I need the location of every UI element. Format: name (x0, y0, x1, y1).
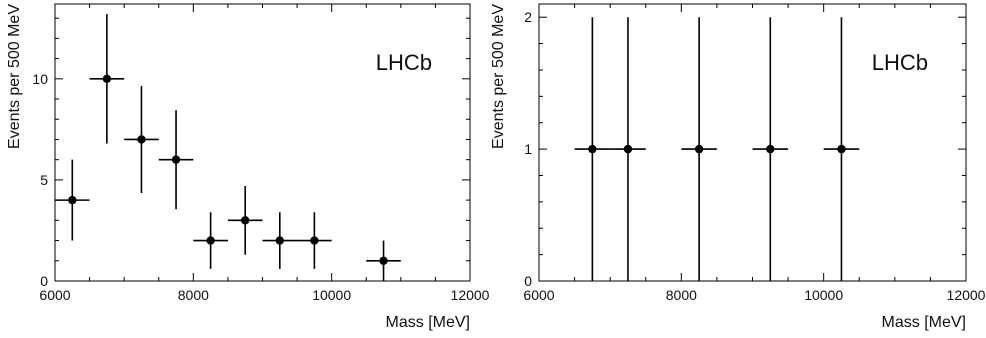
data-marker (310, 236, 319, 245)
data-point (574, 17, 611, 281)
data-point (752, 17, 789, 281)
y-tick-label: 5 (40, 172, 48, 188)
data-marker (206, 236, 215, 245)
data-marker (694, 144, 704, 154)
data-marker (379, 256, 388, 265)
data-point (297, 212, 332, 269)
data-point (610, 17, 646, 281)
lhcb-label: LHCb (376, 50, 432, 75)
y-tick-label: 10 (32, 71, 48, 87)
x-tick-label: 10000 (804, 287, 843, 303)
x-tick-label: 6000 (523, 287, 554, 303)
data-point (262, 212, 298, 269)
data-point (227, 185, 263, 255)
x-tick-label: 12000 (947, 287, 986, 303)
y-tick-label: 1 (524, 141, 532, 157)
data-point (158, 110, 194, 210)
data-marker (766, 144, 775, 154)
data-marker (623, 144, 633, 154)
data-marker (68, 195, 77, 205)
data-point (366, 240, 401, 281)
data-marker (171, 155, 181, 164)
data-marker (275, 236, 284, 245)
x-tick-label: 12000 (451, 287, 490, 303)
data-marker (837, 144, 846, 154)
y-tick-label: 0 (524, 273, 532, 289)
data-marker (102, 74, 112, 84)
plot-frame (538, 3, 967, 282)
x-tick-label: 8000 (666, 287, 697, 303)
data-point (193, 212, 228, 269)
plot-frame (54, 3, 471, 282)
data-marker (588, 144, 597, 154)
chart-panel-2: 6000 8000 10000 12000 0 1 2 Mass [MeV] Events pe… (490, 3, 986, 331)
x-axis-label: Mass [MeV] (386, 314, 470, 331)
x-tick-label: 6000 (39, 287, 70, 303)
y-axis-label: Events per 500 MeV (6, 4, 23, 149)
data-marker (137, 135, 146, 144)
data-point (89, 14, 125, 144)
y-tick-label: 0 (40, 273, 48, 289)
data-point (681, 17, 717, 281)
y-axis-label: Events per 500 MeV (490, 4, 507, 149)
x-tick-label: 10000 (312, 287, 351, 303)
x-axis-label: Mass [MeV] (882, 314, 966, 331)
lhcb-label: LHCb (872, 50, 928, 75)
y-tick-label: 2 (524, 9, 532, 25)
chart-panel-1: 6000 8000 10000 12000 0 5 10 Mass [MeV] Events p… (6, 3, 490, 331)
data-point (55, 159, 90, 241)
x-tick-label: 8000 (178, 287, 209, 303)
data-point (823, 17, 860, 281)
data-marker (241, 216, 250, 225)
data-point (124, 85, 159, 194)
